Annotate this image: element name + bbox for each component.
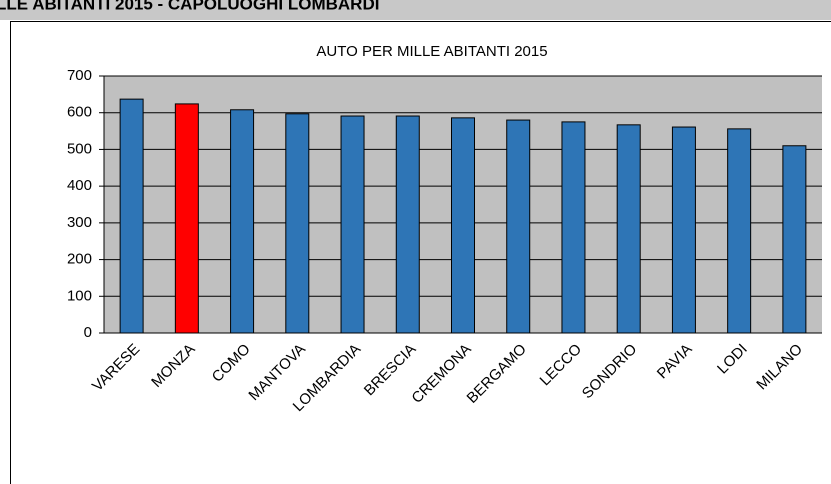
bar [340, 115, 365, 334]
bar [395, 115, 420, 334]
bar [506, 119, 531, 334]
y-tick-label: 700 [67, 67, 92, 84]
y-tick-label: 200 [67, 251, 92, 268]
y-tick-label: 300 [67, 214, 92, 231]
bar [616, 124, 641, 334]
y-tick-label: 100 [67, 287, 92, 304]
y-tick-label: 500 [67, 140, 92, 157]
y-tick-label: 400 [67, 177, 92, 194]
y-tick-label: 600 [67, 104, 92, 121]
bar [782, 145, 807, 334]
bar [671, 126, 696, 334]
bar [119, 98, 144, 334]
bar [174, 103, 199, 334]
bar [285, 113, 310, 334]
bar [230, 109, 255, 334]
bar [727, 128, 752, 334]
bar [561, 121, 586, 334]
header-title: LLE ABITANTI 2015 - CAPOLUOGHI LOMBARDI [0, 0, 379, 13]
chart-title: AUTO PER MILLE ABITANTI 2015 [316, 43, 547, 60]
header-bar [0, 0, 831, 20]
bar [451, 117, 475, 334]
y-tick-label: 0 [84, 324, 92, 341]
